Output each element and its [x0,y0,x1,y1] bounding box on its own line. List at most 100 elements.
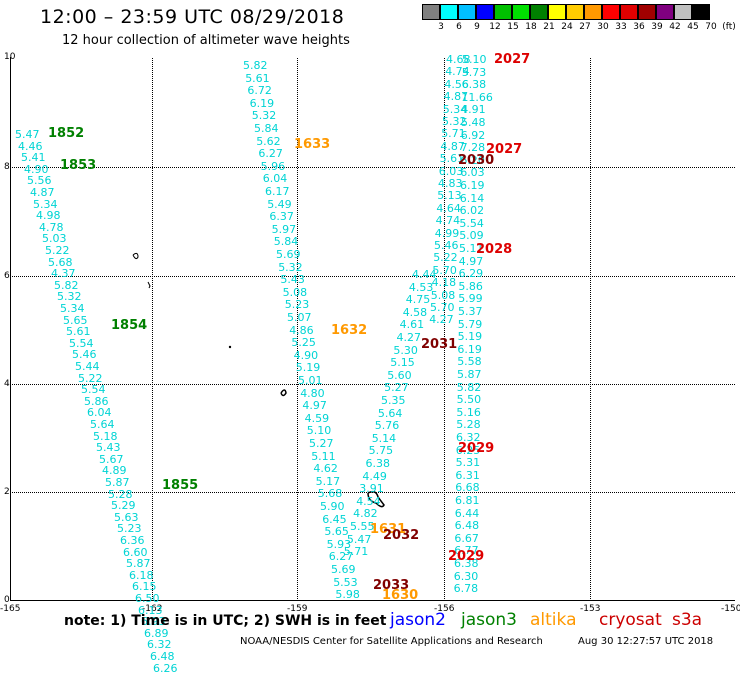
wave-height-value: 5.41 [21,151,46,165]
wave-height-value: 5.43 [96,441,121,455]
wave-height-value: 5.70 [430,301,455,314]
wave-height-value: 5.49 [267,197,292,211]
wave-height-value: 5.23 [284,298,310,312]
colorbar-label: 45 [687,22,699,32]
wave-height-value: 5.70 [432,263,457,277]
wave-height-value: 5.87 [105,476,130,489]
wave-height-value: 5.23 [117,522,142,536]
colorbar-label: 15 [507,22,519,32]
colorbar-label: 21 [543,22,555,32]
wave-height-value: 6.32 [147,638,172,652]
wave-height-value: 5.50 [456,393,482,407]
wave-height-value: 6.20 [460,153,485,167]
wave-height-value: 4.87 [443,90,469,104]
wave-height-value: 5.87 [126,557,151,571]
y-tick-label: 10 [4,52,16,62]
wave-height-value: 4.86 [289,323,314,337]
wave-height-value: 4.82 [353,507,378,521]
wave-height-value: 5.54 [459,216,484,230]
wave-height-value: 5.68 [48,255,73,269]
wave-height-value: 6.03 [460,166,485,180]
wave-height-value: 5.47 [346,532,372,546]
wave-height-value: 5.35 [381,394,406,407]
wave-height-value: 5.65 [324,525,349,539]
wave-height-value: 4.97 [458,254,484,268]
wave-height-value: 5.07 [287,311,312,324]
wave-height-value: 5.99 [458,292,483,306]
wave-height-value: 4.58 [402,305,428,319]
gridline-vertical [152,58,153,601]
wave-height-value: 5.53 [333,575,358,589]
wave-height-value: 5.43 [280,273,305,287]
colorbar-label: 39 [651,22,663,32]
wave-height-value: 6.29 [458,267,484,281]
wave-height-value: 5.54 [69,336,94,350]
wave-height-value: 6.13 [138,603,163,617]
wave-height-value: 5.09 [459,229,484,243]
gridline-vertical [444,58,445,601]
wave-height-value: 4.64 [436,201,461,215]
colorbar-label: 12 [489,22,501,32]
wave-height-value: 5.96 [260,159,286,173]
wave-height-value: 5.03 [42,232,67,246]
colorbar-label: 30 [597,22,609,32]
wave-height-value: 6.89 [144,626,169,640]
wave-height-value: 5.46 [72,348,97,362]
wave-height-value: 6.36 [120,534,145,547]
wave-height-value: 4.87 [440,139,465,153]
wave-height-value: 5.69 [276,248,301,261]
wave-height-value: 6.37 [269,210,294,224]
wave-height-value: 4.56 [444,77,469,91]
wave-height-value: 5.15 [390,356,415,370]
wave-height-value: 5.32 [278,260,303,274]
wave-height-value: 6.19 [457,342,482,356]
wave-height-value: 6.68 [455,481,480,495]
wave-height-value: 7.28 [460,141,486,155]
wave-height-value: 6.26 [153,661,178,675]
wave-height-value: 6.14 [459,191,485,205]
wave-height-value: 5.82 [54,278,79,292]
wave-height-value: 4.89 [102,464,127,478]
x-tick-label: -150 [721,604,740,614]
wave-height-value: 5.27 [384,381,409,395]
gridline-horizontal [10,276,735,277]
wave-height-value: 5.71 [343,545,369,559]
wave-height-value: 5.55 [350,520,375,533]
wave-height-value: 5.64 [377,406,403,420]
wave-height-value: 4.59 [304,411,330,425]
wave-height-value: 4.80 [300,386,325,400]
wave-height-value: 6.30 [453,569,479,583]
wave-height-value: 5.11 [459,242,484,255]
wave-height-value: 6.44 [454,506,480,520]
wave-height-value: 4.54 [356,494,381,508]
wave-height-value: 6.19 [249,96,275,110]
wave-height-value: 5.28 [108,487,133,501]
colorbar-swatch [476,4,494,20]
wave-height-value: 6.60 [123,545,148,559]
wave-height-value: 4.18 [431,276,457,290]
pass-time-label: 1854 [111,318,148,333]
wave-height-value: 6.81 [455,494,480,507]
footer-note: note: 1) Time is in UTC; 2) SWH is in fe… [64,613,387,629]
wave-height-value: 4.99 [434,226,460,240]
wave-height-value: 6.31 [455,468,480,482]
wave-height-value: 5.61 [245,71,270,85]
colorbar-swatch [566,4,584,20]
wave-height-value: 5.86 [84,394,109,408]
colorbar-label: 9 [474,22,480,32]
colorbar-swatch [458,4,476,20]
wave-height-value: 4.78 [39,220,64,234]
wave-height-value: 6.38 [461,78,487,92]
wave-height-value: 4.44 [412,268,437,281]
satellite-altika: altika [530,610,577,630]
pass-time-label: 2027 [486,142,523,157]
wave-height-value: 5.25 [291,336,316,350]
wave-height-value: 5.82 [243,59,268,72]
wave-height-value: 6.38 [454,557,479,570]
wave-height-value: 5.48 [461,116,486,129]
map-subtitle: 12 hour collection of altimeter wave hei… [62,33,350,48]
colorbar-swatch [692,4,710,20]
wave-height-value: 5.34 [442,102,468,116]
wave-height-value: 4.49 [362,469,387,483]
wave-height-value: 5.17 [315,474,341,488]
